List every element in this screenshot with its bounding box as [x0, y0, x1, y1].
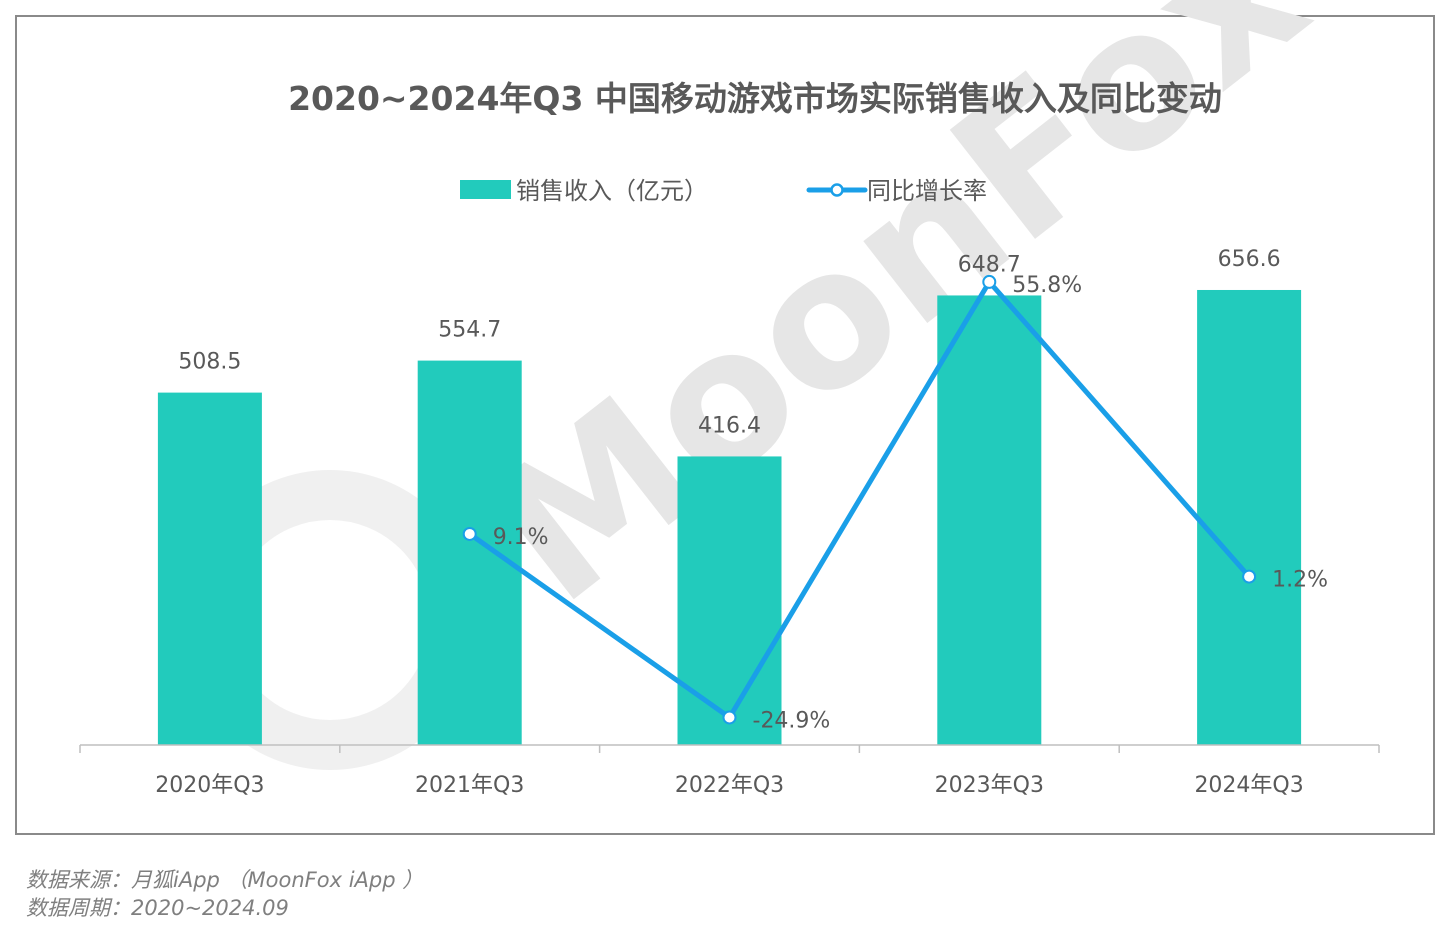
growth-data-label: -24.9% [753, 708, 831, 733]
legend-bar-label: 销售收入（亿元） [516, 177, 708, 205]
growth-line [468, 279, 1251, 720]
chart-title: 2020~2024年Q3 中国移动游戏市场实际销售收入及同比变动 [288, 79, 1222, 118]
bar [157, 392, 262, 745]
bar-series: 508.5 554.7 416.4 648.7 656.6 [157, 247, 1302, 745]
bar-data-label: 648.7 [958, 252, 1021, 277]
x-tick-label: 2024年Q3 [1194, 773, 1303, 798]
line-series: 9.1% -24.9% 55.8% 1.2% [462, 273, 1328, 733]
growth-data-label: 9.1% [493, 525, 549, 550]
footer-period: 数据周期：2020~2024.09 [26, 896, 289, 920]
growth-data-label: 1.2% [1272, 568, 1328, 593]
bar [1197, 289, 1302, 745]
growth-point [722, 710, 737, 725]
bar-data-label: 508.5 [178, 350, 241, 375]
legend: 销售收入（亿元） 同比增长率 [460, 177, 987, 205]
legend-line-marker [830, 183, 844, 197]
bar-data-label: 416.4 [698, 413, 761, 438]
legend-line-label: 同比增长率 [867, 177, 987, 205]
growth-data-label: 55.8% [1012, 273, 1082, 298]
bar-data-label: 656.6 [1218, 247, 1281, 272]
bar [677, 456, 782, 745]
legend-bar-swatch [460, 180, 511, 199]
bar [937, 295, 1042, 745]
growth-point [1242, 569, 1257, 584]
x-tick-label: 2022年Q3 [675, 773, 784, 798]
x-tick-label: 2023年Q3 [935, 773, 1044, 798]
chart: MoonFox 2020~2024年Q3 中国移动游戏市场实际销售收入及同比变动… [79, 0, 1380, 798]
bar-data-label: 554.7 [438, 318, 501, 343]
growth-point [462, 526, 477, 541]
growth-point [982, 274, 997, 289]
x-tick-label: 2021年Q3 [415, 773, 524, 798]
x-tick-label: 2020年Q3 [155, 773, 264, 798]
bar [417, 360, 522, 745]
footer-source: 数据来源：月狐iApp （MoonFox iApp ） [26, 868, 424, 892]
chart-frame [15, 15, 1435, 835]
x-axis-ticks: 2020年Q3 2021年Q3 2022年Q3 2023年Q3 2024年Q3 [79, 745, 1380, 798]
